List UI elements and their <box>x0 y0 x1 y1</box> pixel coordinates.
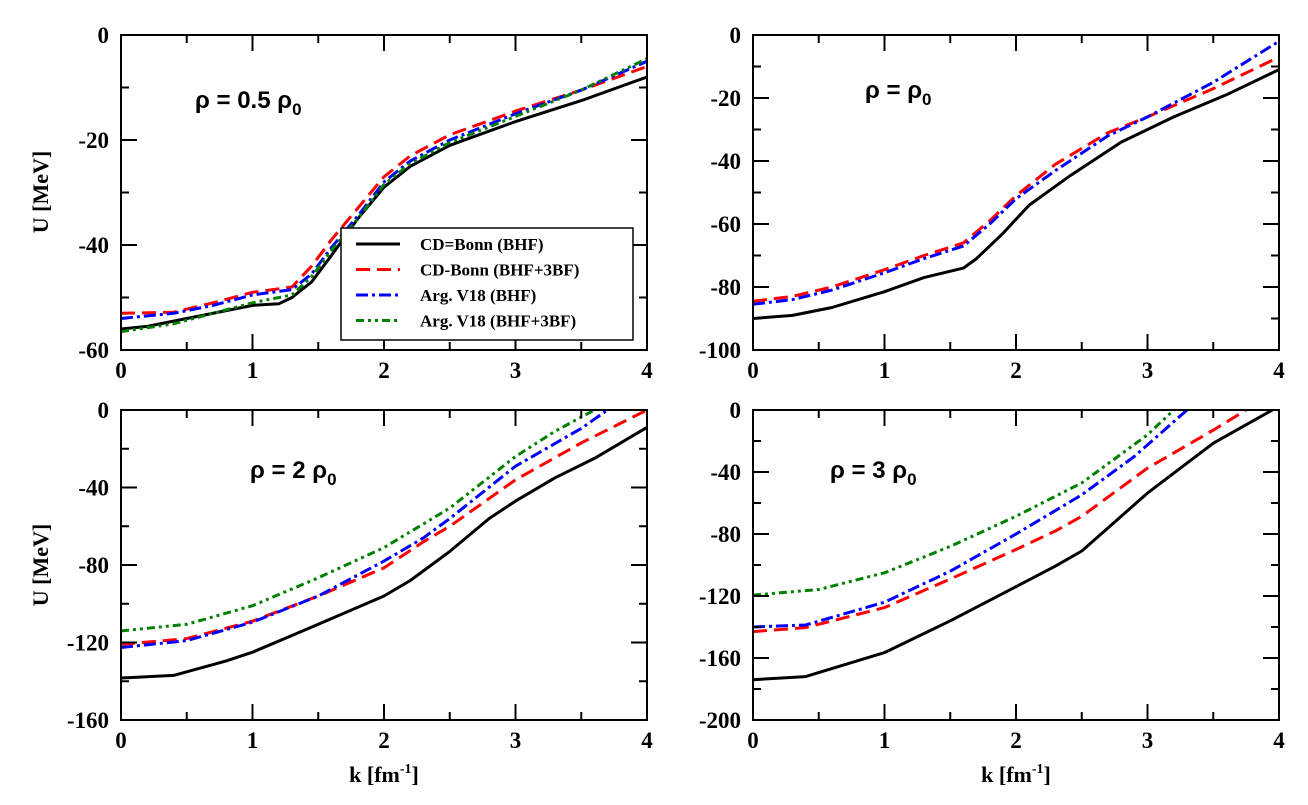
y-tick-label: -60 <box>78 338 109 363</box>
density-annotation: ρ = ρ0 <box>865 77 932 109</box>
x-tick-label: 2 <box>378 358 390 383</box>
panel-4: 0 1 2 3 4 0 -40 -80 -120 -160 -200 ρ = 3 ρ0 k [fm-1] <box>699 398 1285 787</box>
x-tick-label: 0 <box>115 358 127 383</box>
y-tick-label: -60 <box>710 212 741 237</box>
series-line-4 <box>753 410 1175 597</box>
x-tick-label: 4 <box>641 358 653 383</box>
x-tick-label: 4 <box>1273 358 1285 383</box>
legend: CD=Bonn (BHF) CD-Bonn (BHF+3BF) Arg. V18 (… <box>340 227 634 341</box>
y-tick-label: -160 <box>699 646 741 671</box>
y-axis-label: U [MeV] <box>28 151 53 233</box>
x-tick-label: 0 <box>747 728 759 753</box>
x-tick-label: 3 <box>1142 358 1154 383</box>
x-tick-label: 0 <box>747 358 759 383</box>
legend-label-1: CD=Bonn (BHF) <box>420 235 544 254</box>
x-label-main: k [fm <box>349 762 400 787</box>
series-line-4 <box>121 410 596 633</box>
y-tick-label: -20 <box>78 128 109 153</box>
density-annotation: ρ = 2 ρ0 <box>250 457 337 489</box>
density-annotation: ρ = 0.5 ρ0 <box>195 87 302 119</box>
series-line-1 <box>121 426 647 680</box>
x-axis-label: k [fm-1] <box>349 762 419 787</box>
x-tick-label: 3 <box>510 728 522 753</box>
y-tick-label: -40 <box>78 476 109 501</box>
legend-label-4: Arg. V18 (BHF+3BF) <box>420 312 576 331</box>
x-tick-label: 1 <box>879 728 891 753</box>
panel-2: 0 1 2 3 4 0 -20 -40 -60 -80 -100 ρ = ρ0 <box>699 23 1285 383</box>
y-tick-label: 0 <box>730 23 742 48</box>
series-line-3 <box>121 59 647 320</box>
y-tick-label: -200 <box>699 708 741 733</box>
x-label-end: ] <box>1044 762 1051 787</box>
x-tick-label: 1 <box>247 728 259 753</box>
x-tick-label: 3 <box>510 358 522 383</box>
annotation-subscript: 0 <box>907 470 916 489</box>
y-tick-label: 0 <box>730 398 742 423</box>
y-tick-label: 0 <box>98 398 110 423</box>
x-label-end: ] <box>412 762 419 787</box>
x-tick-label: 4 <box>641 728 653 753</box>
x-tick-label: 3 <box>1142 728 1154 753</box>
y-tick-label: -40 <box>710 460 741 485</box>
y-tick-label: -80 <box>710 275 741 300</box>
y-tick-label: -20 <box>710 86 741 111</box>
x-tick-label: 4 <box>1273 728 1285 753</box>
plot-frame <box>120 409 648 721</box>
y-tick-label: 0 <box>98 23 110 48</box>
annotation-subscript: 0 <box>292 100 301 119</box>
series-line-3 <box>121 410 609 649</box>
x-label-superscript: -1 <box>400 762 412 777</box>
series-line-3 <box>753 410 1188 629</box>
x-tick-label: 2 <box>1010 358 1022 383</box>
series-line-1 <box>753 68 1279 320</box>
panel-1: 0 1 2 3 4 0 -20 -40 -60 ρ = 0.5 ρ0 U [MeV] CD=Bonn … <box>28 23 653 383</box>
series-line-3 <box>753 40 1279 306</box>
y-tick-label: -120 <box>67 631 109 656</box>
series-line-2 <box>121 410 647 646</box>
x-tick-label: 1 <box>879 358 891 383</box>
panel-3: 0 1 2 3 4 0 -40 -80 -120 -160 ρ = 2 ρ0 U [MeV] k [fm… <box>28 398 653 787</box>
series-line-2 <box>121 65 647 315</box>
density-annotation: ρ = 3 ρ0 <box>830 457 917 489</box>
series-line-1 <box>753 410 1274 682</box>
annotation-subscript: 0 <box>327 470 336 489</box>
y-axis-label: U [MeV] <box>28 524 53 606</box>
y-tick-label: -120 <box>699 584 741 609</box>
y-tick-label: -40 <box>710 149 741 174</box>
y-tick-label: -100 <box>699 338 741 363</box>
series-line-2 <box>753 410 1247 634</box>
x-label-main: k [fm <box>981 762 1032 787</box>
x-label-superscript: -1 <box>1032 762 1044 777</box>
x-tick-label: 2 <box>378 728 390 753</box>
x-tick-label: 0 <box>115 728 127 753</box>
y-tick-label: -80 <box>710 522 741 547</box>
plot-frame <box>752 34 1280 351</box>
annotation-subscript: 0 <box>922 90 931 109</box>
y-tick-label: -80 <box>78 553 109 578</box>
x-tick-label: 1 <box>247 358 259 383</box>
legend-label-3: Arg. V18 (BHF) <box>420 286 536 305</box>
x-tick-label: 2 <box>1010 728 1022 753</box>
legend-label-2: CD-Bonn (BHF+3BF) <box>420 261 579 280</box>
y-tick-label: -160 <box>67 708 109 733</box>
y-tick-label: -40 <box>78 233 109 258</box>
x-axis-label: k [fm-1] <box>981 762 1051 787</box>
series-line-2 <box>753 55 1279 303</box>
